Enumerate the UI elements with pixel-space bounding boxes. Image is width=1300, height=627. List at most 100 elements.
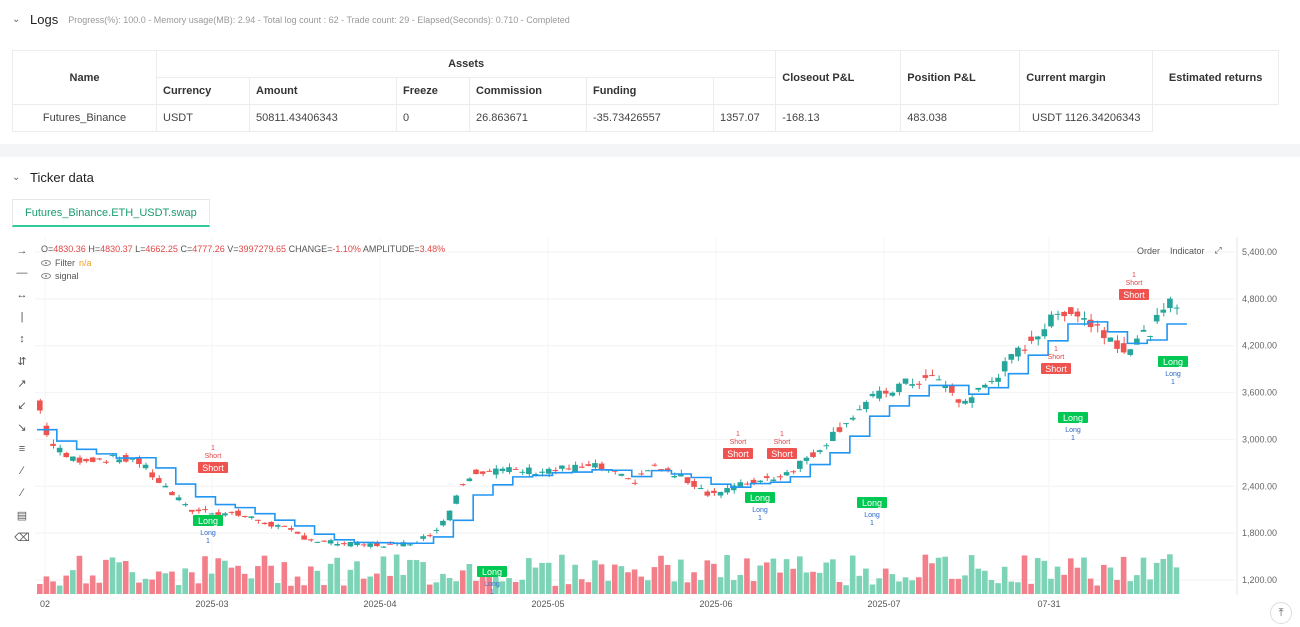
candle-body: [823, 445, 830, 447]
signal-count: 1: [211, 445, 215, 452]
candle-body: [175, 497, 182, 501]
vertical-line-icon[interactable]: |: [20, 311, 24, 323]
x-tick-label: 07-31: [1037, 599, 1060, 609]
volume-bar: [1107, 567, 1114, 594]
candle-body: [367, 543, 374, 547]
volume-bar: [208, 573, 215, 594]
volume-bar: [935, 557, 942, 594]
ray-line-icon[interactable]: ↙: [17, 399, 27, 412]
candle-body: [76, 457, 83, 463]
parallel-channel-icon[interactable]: ∕: [21, 465, 23, 477]
signal-label-bg: [767, 448, 797, 459]
col-currency: Currency: [156, 77, 250, 105]
chart-grid: [35, 237, 1235, 595]
volume-bar: [248, 578, 255, 594]
signal-sub: Long: [752, 507, 768, 514]
volume-bar: [717, 577, 724, 594]
candle-body: [1153, 314, 1160, 322]
signal-label-bg: [477, 566, 507, 577]
segment-icon[interactable]: ↘: [17, 421, 27, 434]
candle-body: [803, 457, 810, 461]
tab-eth-usdt-swap[interactable]: Futures_Binance.ETH_USDT.swap: [12, 199, 210, 227]
candle-body: [836, 427, 843, 432]
volume-bar: [37, 583, 43, 594]
volume-bar: [737, 574, 744, 594]
order-button[interactable]: Order: [1137, 245, 1161, 256]
candle-body: [585, 464, 592, 466]
vertical-segment-icon[interactable]: ↕: [19, 333, 25, 345]
volume-bar: [281, 562, 288, 594]
candle-body: [1054, 313, 1061, 315]
volume-bar: [1120, 556, 1127, 594]
filter-line: [37, 321, 1187, 545]
chevron-down-icon[interactable]: ⌄: [12, 171, 21, 183]
volume-bar: [882, 568, 889, 594]
ruler-icon[interactable]: ▤: [16, 509, 28, 522]
extended-line-icon[interactable]: ↔: [16, 289, 28, 301]
col-freeze: Freeze: [396, 77, 470, 105]
scroll-to-top-button[interactable]: ⤒: [1270, 602, 1292, 624]
volume-bar: [149, 579, 155, 594]
cell-freeze: 0: [396, 104, 470, 132]
candle-body: [327, 540, 334, 544]
price-line-icon[interactable]: ≡: [18, 443, 26, 455]
volume-bar: [83, 583, 89, 594]
ticker-header[interactable]: ⌄ Ticker data: [12, 170, 94, 185]
volume-bar: [347, 569, 354, 594]
candle-body: [301, 535, 307, 540]
x-tick-label: 2025-04: [363, 599, 396, 609]
chevron-down-icon[interactable]: ⌄: [12, 13, 21, 25]
horizontal-ray-icon[interactable]: →: [16, 245, 28, 257]
candle-body: [360, 544, 367, 546]
volume-bar: [975, 568, 982, 594]
eye-icon[interactable]: [41, 260, 51, 266]
logs-header[interactable]: ⌄ Logs Progress(%): 100.0 - Memory usage…: [12, 12, 570, 27]
fib-icon[interactable]: ∕: [21, 487, 23, 499]
x-tick-label: 2025-06: [699, 599, 732, 609]
eye-icon[interactable]: [41, 273, 51, 279]
signal-label-bg: [745, 492, 775, 503]
signal-sub: Long: [484, 581, 500, 588]
candle-body: [1034, 336, 1041, 340]
volume-bar: [896, 581, 902, 594]
vertical-ray-icon[interactable]: ⇵: [17, 355, 27, 368]
fullscreen-icon[interactable]: ⤢: [1214, 245, 1222, 255]
signal-sub: Short: [205, 453, 222, 460]
volume-bar: [122, 560, 129, 594]
col-name: Name: [12, 50, 157, 105]
signal-sub: Short: [1126, 280, 1143, 287]
candle-body: [189, 509, 195, 512]
candle-body: [426, 535, 433, 537]
candle-body: [1087, 319, 1094, 328]
candle-body: [63, 452, 70, 458]
indicator-signal[interactable]: signal: [41, 271, 79, 281]
volume-bar: [611, 564, 618, 594]
candle-body: [592, 463, 598, 468]
indicator-button[interactable]: Indicator: [1170, 245, 1205, 256]
candle-body: [598, 463, 605, 470]
candle-body: [387, 543, 393, 545]
candle-body: [750, 479, 757, 485]
col-funding: Funding: [586, 77, 714, 105]
candle-body: [347, 541, 354, 547]
indicator-filter[interactable]: Filter n/a: [41, 258, 92, 268]
volume-bar: [1140, 557, 1147, 594]
candle-body: [717, 491, 724, 496]
candle-body: [982, 384, 988, 388]
candle-body: [380, 546, 387, 548]
candle-body: [578, 466, 585, 468]
candle-body: [949, 385, 955, 393]
horizontal-line-icon[interactable]: —: [16, 267, 28, 279]
signal-markers: 1ShortShortLongLong11ShortShort1ShortSho…: [193, 272, 1188, 596]
signal-label: Short: [1045, 364, 1067, 374]
candle-body: [724, 488, 730, 493]
x-axis: 02 2025-03 2025-04 2025-05 2025-06 2025-07 07-…: [40, 599, 1061, 609]
y-tick-label: 4,800.00: [1242, 294, 1277, 304]
trash-icon[interactable]: ⌫: [14, 531, 30, 544]
trend-line-icon[interactable]: ↗: [17, 377, 27, 390]
candlestick-chart[interactable]: 1ShortShortLongLong11ShortShort1ShortSho…: [0, 237, 1300, 627]
volume-bar: [367, 576, 374, 594]
candle-body: [849, 417, 856, 420]
candle-body: [691, 481, 697, 487]
